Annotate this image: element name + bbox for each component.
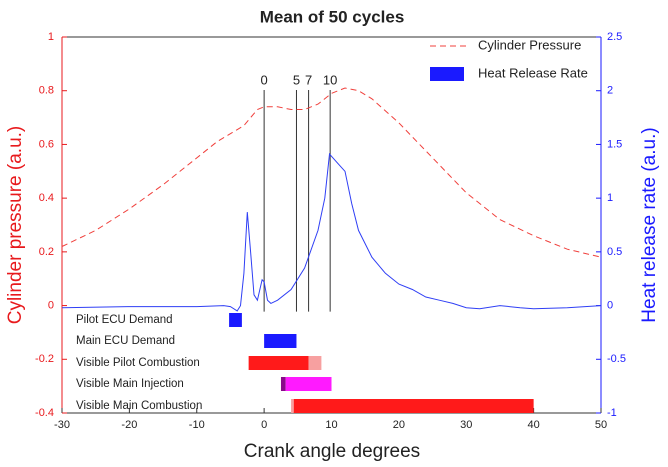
y-tick-label: -0.2 [35, 353, 54, 365]
x-axis-label: Crank angle degrees [244, 441, 420, 462]
x-tick-label: 50 [595, 419, 607, 431]
event-label: Visible Main Injection [76, 378, 184, 390]
event-bar [308, 356, 322, 370]
annotation-label: 10 [323, 72, 337, 87]
event-bar [293, 399, 534, 413]
event-label: Main ECU Demand [76, 335, 175, 347]
y-tick-label: 0 [48, 299, 54, 311]
annotation-label: 5 [293, 72, 300, 87]
y-tick-label: -0.4 [35, 407, 54, 419]
x-tick-label: 40 [528, 419, 540, 431]
y-tick-label: 0.6 [39, 138, 54, 150]
series-line [61, 152, 602, 312]
y2-tick-label: 0 [607, 299, 613, 311]
y2-tick-label: 1.5 [607, 138, 622, 150]
y2-tick-label: 1 [607, 192, 613, 204]
y2-tick-label: 0.5 [607, 246, 622, 258]
event-bar [291, 399, 294, 413]
event-label: Pilot ECU Demand [76, 314, 173, 326]
annotation-label: 7 [305, 72, 312, 87]
event-bar [229, 313, 242, 327]
y-axis-label: Cylinder pressure (a.u.) [5, 126, 26, 325]
chart-title: Mean of 50 cycles [260, 7, 405, 26]
event-bar [248, 356, 309, 370]
y-tick-label: 0.8 [39, 85, 54, 97]
event-bar [285, 377, 332, 391]
y2-tick-label: 2 [607, 85, 613, 97]
x-tick-label: -20 [121, 419, 137, 431]
y2-tick-label: 2.5 [607, 31, 622, 43]
x-tick-label: -30 [54, 419, 70, 431]
x-tick-label: 30 [460, 419, 472, 431]
y-tick-label: 0.4 [39, 192, 54, 204]
event-label: Visible Pilot Combustion [76, 357, 200, 369]
event-bar [264, 334, 297, 348]
legend-swatch [430, 67, 464, 81]
y2-axis-label: Heat release rate (a.u.) [639, 127, 660, 322]
event-bar [280, 377, 286, 391]
series-line [61, 87, 602, 258]
annotation-label: 0 [261, 72, 268, 87]
y2-tick-label: -1 [607, 407, 617, 419]
x-tick-label: 20 [393, 419, 405, 431]
x-tick-label: 10 [325, 419, 337, 431]
y2-tick-label: -0.5 [607, 353, 626, 365]
legend-label: Heat Release Rate [478, 65, 588, 80]
y-tick-label: 1 [48, 31, 54, 43]
y-tick-label: 0.2 [39, 246, 54, 258]
legend-label: Cylinder Pressure [478, 37, 581, 52]
x-tick-label: -10 [189, 419, 205, 431]
event-label: Visible Main Combustion [76, 400, 202, 412]
x-tick-label: 0 [261, 419, 267, 431]
